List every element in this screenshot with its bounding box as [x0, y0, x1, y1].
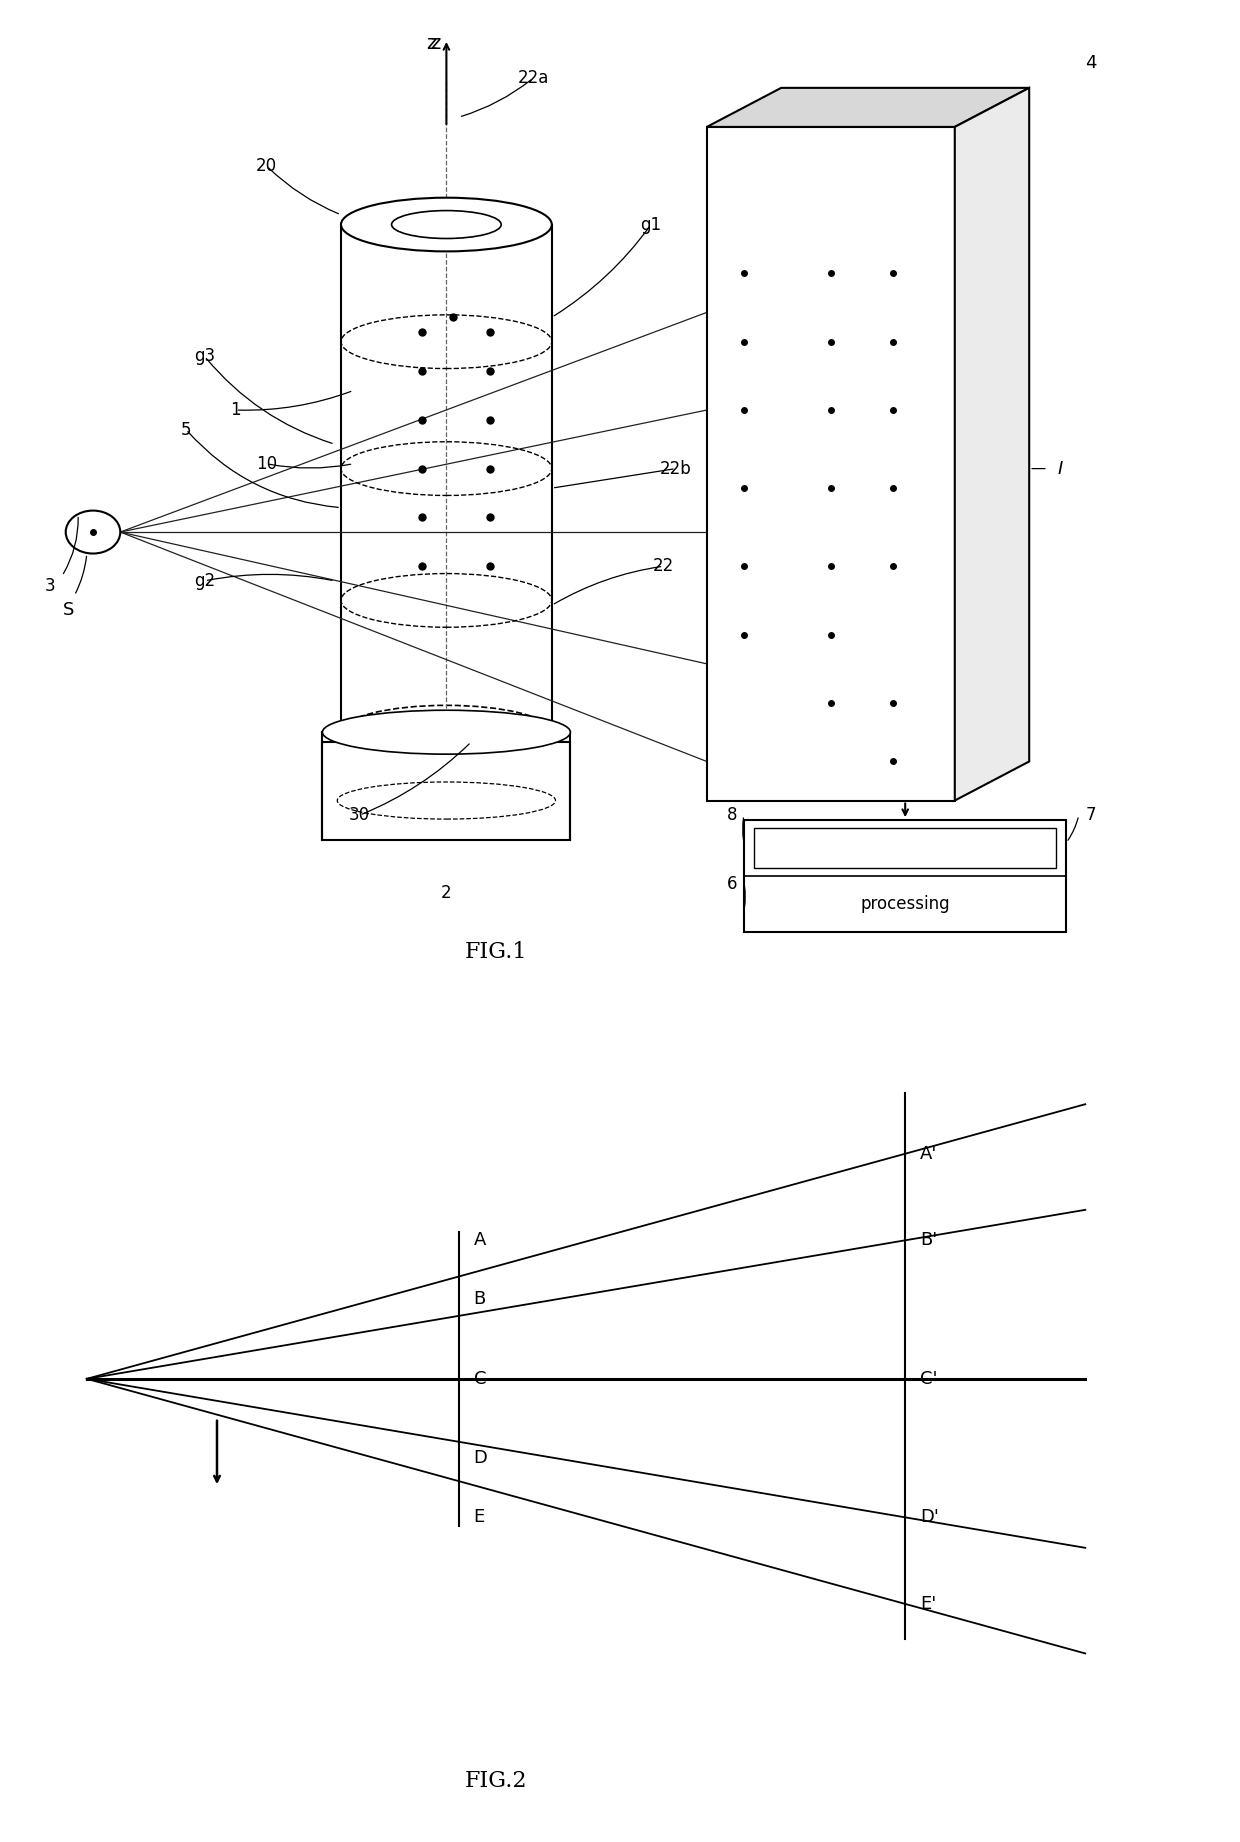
Text: S: S — [62, 600, 74, 619]
Text: C': C' — [920, 1370, 937, 1387]
Text: D': D' — [920, 1509, 939, 1527]
Bar — [744, 820, 1066, 932]
Text: C: C — [474, 1370, 486, 1387]
Text: E': E' — [920, 1595, 936, 1614]
Text: g1: g1 — [640, 216, 662, 234]
Text: E: E — [474, 1509, 485, 1527]
Text: 10: 10 — [255, 455, 278, 473]
Text: I: I — [1058, 460, 1063, 477]
Text: z: z — [430, 35, 440, 53]
Text: g3: g3 — [193, 348, 216, 365]
Text: B: B — [474, 1289, 486, 1308]
Text: 22a: 22a — [517, 70, 549, 87]
Text: 22b: 22b — [660, 460, 692, 477]
Text: 5: 5 — [181, 420, 191, 438]
Text: B': B' — [920, 1230, 937, 1249]
Text: 6: 6 — [728, 875, 738, 893]
Text: 3: 3 — [45, 577, 55, 595]
Text: g2: g2 — [193, 571, 216, 589]
Text: FIG.1: FIG.1 — [465, 941, 527, 963]
Text: A': A' — [920, 1144, 937, 1162]
Polygon shape — [707, 88, 1029, 127]
Text: 2: 2 — [441, 884, 451, 903]
Text: D: D — [474, 1450, 487, 1468]
Circle shape — [66, 510, 120, 554]
Text: 22: 22 — [652, 558, 675, 575]
Text: FIG.2: FIG.2 — [465, 1770, 527, 1792]
Ellipse shape — [341, 197, 552, 251]
Bar — [754, 827, 1056, 868]
Text: A: A — [474, 1230, 486, 1249]
Text: 1: 1 — [231, 402, 241, 418]
Text: 7: 7 — [1086, 807, 1096, 823]
Text: z: z — [427, 35, 436, 53]
Bar — [707, 127, 955, 801]
Text: 4: 4 — [1085, 55, 1097, 72]
Text: program: program — [869, 840, 941, 857]
Polygon shape — [955, 88, 1029, 801]
Text: 30: 30 — [348, 807, 371, 823]
Ellipse shape — [322, 711, 570, 753]
Text: 20: 20 — [255, 157, 278, 175]
Text: processing: processing — [861, 895, 950, 914]
Bar — [322, 742, 570, 840]
Text: 8: 8 — [728, 807, 738, 823]
